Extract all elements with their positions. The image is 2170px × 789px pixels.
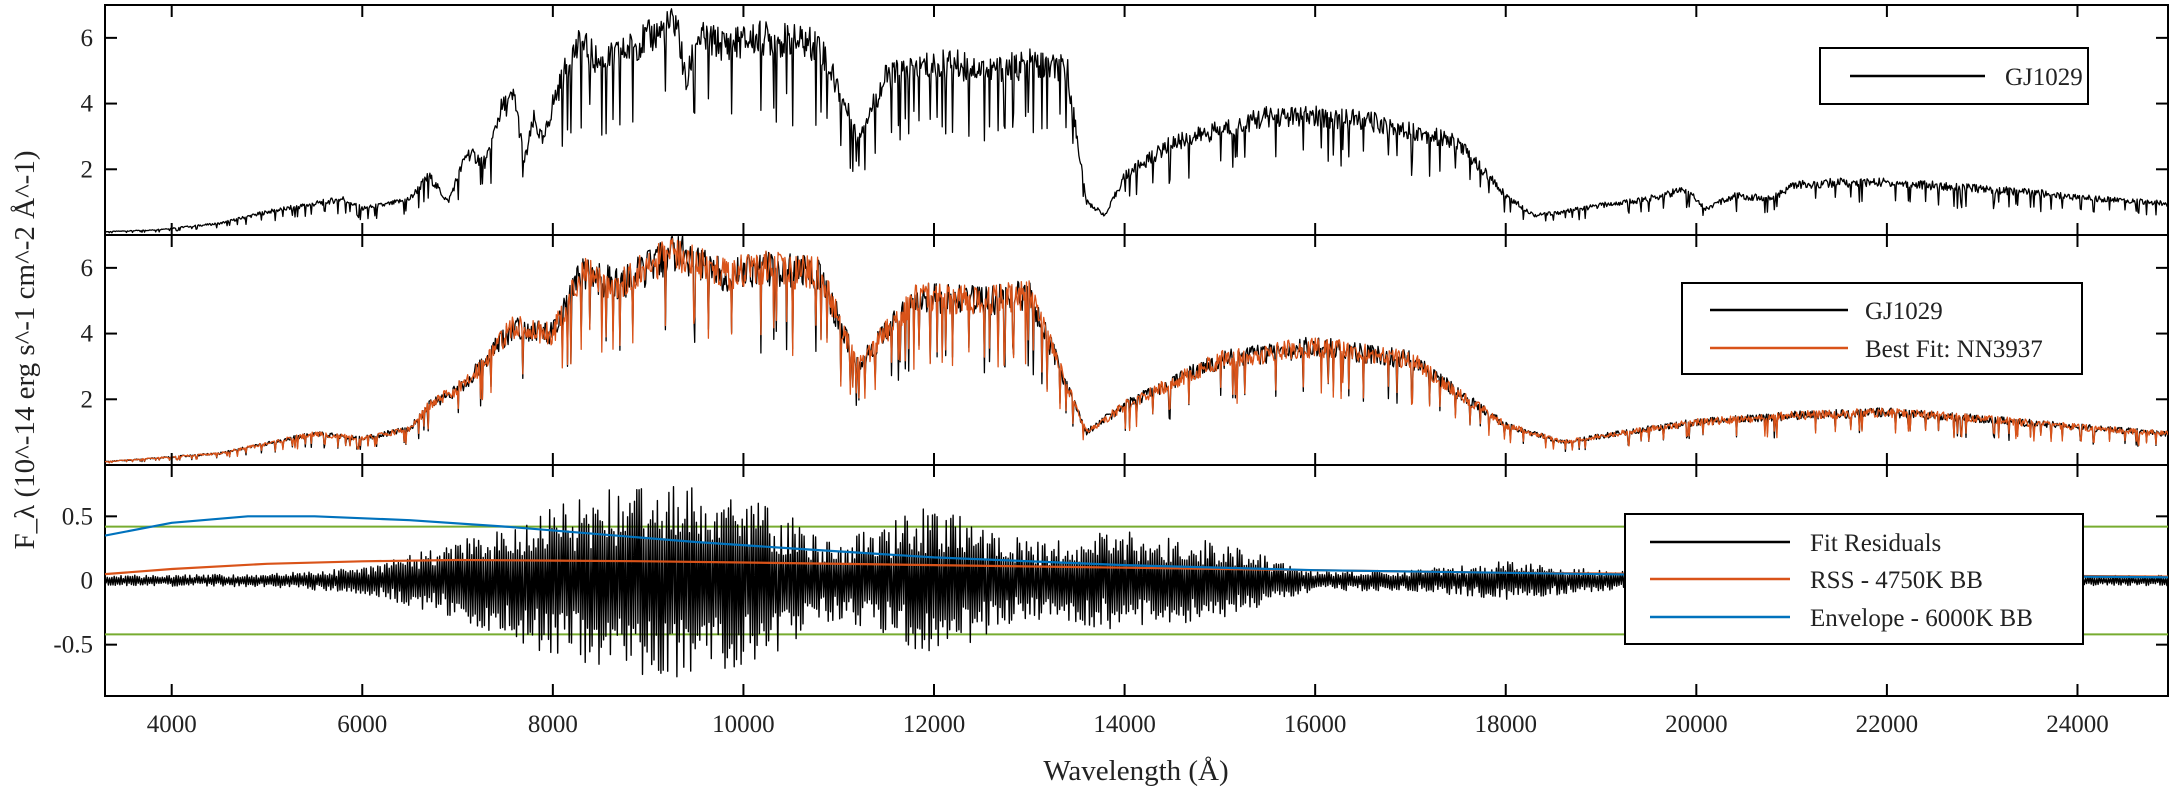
- ytick-label-2-2: 0.5: [62, 503, 93, 530]
- legend-bottom: Fit Residuals RSS - 4750K BB Envelope - …: [1624, 513, 2084, 645]
- xtick-label-10: 24000: [2046, 711, 2109, 738]
- panel-top-frame: [104, 4, 2169, 236]
- legend-middle-box: [1681, 282, 2083, 375]
- panel-plot-1: [105, 235, 2168, 464]
- ytick-label-0-0: 2: [81, 156, 94, 183]
- xtick-label-8: 20000: [1665, 711, 1728, 738]
- axis-layer: 2 4 6 2 4 6 -0.5 0 0.5 4000 6000 8000 10000 12000 1400…: [53, 5, 2168, 738]
- ytick-label-2-1: 0: [81, 568, 94, 595]
- y-axis-title: F_λ (10^-14 erg s^-1 cm^-2 Å^-1): [9, 151, 41, 550]
- legend-top: GJ1029: [1819, 47, 2089, 105]
- ytick-label-1-2: 6: [81, 255, 94, 282]
- series-1-1: [105, 238, 2168, 464]
- ytick-label-0-1: 4: [81, 91, 94, 118]
- xtick-label-3: 10000: [712, 711, 775, 738]
- legend-label-gj1029-mid: GJ1029: [1865, 298, 1943, 325]
- legend-label-rss: RSS - 4750K BB: [1810, 567, 1983, 594]
- legend-label-best-fit: Best Fit: NN3937: [1865, 336, 2043, 363]
- series-0-0: [105, 8, 2168, 234]
- x-axis-title: Wavelength (Å): [1043, 755, 1228, 787]
- ytick-label-1-1: 4: [81, 321, 94, 348]
- xtick-label-1: 6000: [337, 711, 387, 738]
- xtick-label-0: 4000: [147, 711, 197, 738]
- ytick-label-1-0: 2: [81, 386, 94, 413]
- xtick-label-6: 16000: [1284, 711, 1347, 738]
- xtick-label-4: 12000: [903, 711, 966, 738]
- legend-middle: GJ1029 Best Fit: NN3937: [1681, 282, 2083, 375]
- ytick-label-0-2: 6: [81, 25, 94, 52]
- legend-label-envelope: Envelope - 6000K BB: [1810, 605, 2033, 632]
- ytick-label-2-0: -0.5: [53, 632, 93, 659]
- panel-plot-0: [105, 8, 2168, 234]
- xtick-label-2: 8000: [528, 711, 578, 738]
- legend-label-residuals: Fit Residuals: [1810, 530, 1941, 557]
- legend-label-gj1029: GJ1029: [2005, 64, 2083, 91]
- xtick-label-5: 14000: [1093, 711, 1156, 738]
- xtick-label-9: 22000: [1856, 711, 1919, 738]
- xtick-label-7: 18000: [1474, 711, 1537, 738]
